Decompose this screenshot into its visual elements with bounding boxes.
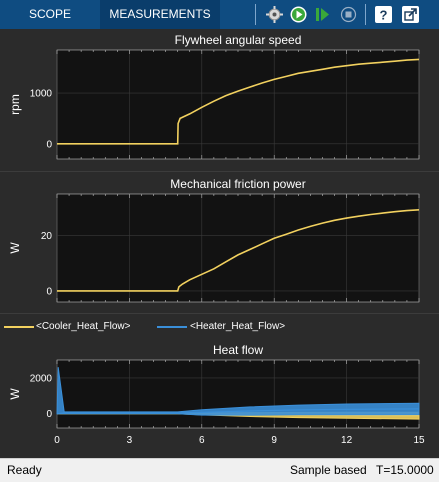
plot-area — [56, 49, 420, 160]
series-line — [57, 408, 420, 415]
toolstrip: SCOPE MEASUREMENTS — [0, 0, 439, 29]
toolbar-separator — [365, 4, 366, 25]
plot-mechanical-friction-power[interactable]: 0 20 Mechanical friction power W — [0, 172, 439, 313]
y-axis-label: rpm — [8, 94, 22, 115]
tab-measurements[interactable]: MEASUREMENTS — [100, 0, 220, 29]
chart-title: Heat flow — [213, 343, 263, 357]
help-icon: ? — [375, 6, 392, 23]
status-mode: Sample based — [290, 463, 367, 477]
plot-area — [56, 193, 420, 303]
y-tick-label: 0 — [46, 139, 52, 150]
legend-swatch-heater — [157, 326, 187, 328]
run-button[interactable] — [289, 5, 308, 24]
x-tick-label: 15 — [413, 435, 425, 446]
flywheel-speed-chart: 0 1000 Flywheel angular speed rpm — [8, 33, 420, 160]
chart-title: Flywheel angular speed — [175, 33, 302, 47]
y-axis-label: W — [8, 388, 22, 400]
x-tick-label: 9 — [271, 435, 277, 446]
series-line — [57, 209, 420, 292]
stop-icon — [340, 6, 357, 23]
y-axis-label: W — [8, 242, 22, 254]
undock-button[interactable] — [401, 5, 420, 24]
x-tick-label: 3 — [127, 435, 133, 446]
status-time: T=15.0000 — [376, 463, 434, 477]
legend-swatch-cooler — [4, 326, 34, 328]
x-tick-label: 6 — [199, 435, 205, 446]
y-tick-label: 0 — [46, 409, 52, 420]
undock-icon — [402, 6, 419, 23]
series-line — [57, 58, 420, 145]
plot-flywheel-angular-speed[interactable]: 0 1000 Flywheel angular speed rpm — [0, 29, 439, 172]
y-tick-label: 0 — [46, 286, 52, 297]
legend-item-cooler-heat-flow[interactable]: <Cooler_Heat_Flow> — [36, 321, 131, 332]
friction-power-chart: 0 20 Mechanical friction power W — [8, 177, 420, 303]
heat-flow-chart: 0 2000 0 3 6 9 12 15 Heat flow W — [8, 343, 425, 446]
run-icon — [290, 6, 307, 23]
status-bar: Ready Sample based T=15.0000 — [0, 458, 439, 482]
y-tick-label: 20 — [41, 231, 53, 242]
legend-item-heater-heat-flow[interactable]: <Heater_Heat_Flow> — [190, 321, 286, 332]
y-tick-label: 1000 — [30, 89, 53, 100]
chart-title: Mechanical friction power — [170, 177, 305, 191]
legend[interactable]: <Cooler_Heat_Flow> <Heater_Heat_Flow> — [0, 313, 439, 340]
x-tick-label: 12 — [341, 435, 353, 446]
plot-heat-flow[interactable]: 0 2000 0 3 6 9 12 15 Heat flow W — [0, 339, 439, 458]
svg-text:?: ? — [380, 8, 388, 23]
help-button[interactable]: ? — [374, 5, 393, 24]
step-back-icon — [266, 6, 283, 23]
step-forward-button[interactable] — [313, 5, 332, 24]
step-forward-icon — [316, 8, 329, 21]
toolbar-separator — [255, 4, 256, 25]
status-ready: Ready — [7, 463, 42, 477]
y-tick-label: 2000 — [30, 373, 53, 384]
step-back-button[interactable] — [265, 5, 284, 24]
stop-button[interactable] — [339, 5, 358, 24]
x-tick-label: 0 — [54, 435, 60, 446]
tab-scope[interactable]: SCOPE — [28, 7, 71, 21]
